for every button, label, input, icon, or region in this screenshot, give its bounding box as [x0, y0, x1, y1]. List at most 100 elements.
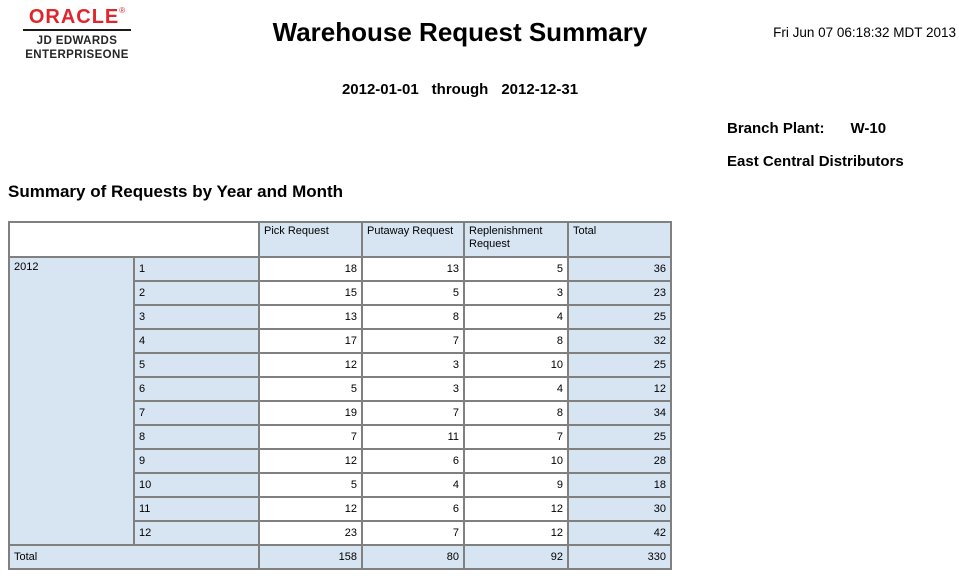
value-cell: 23 [258, 520, 363, 546]
table-row: 6 5 3 4 12 [9, 376, 672, 402]
value-cell: 7 [463, 424, 569, 450]
total-value-cell: 92 [463, 544, 569, 570]
col-header-replenishment-request: Replenishment Request [463, 221, 569, 258]
table-row: 2 15 5 3 23 [9, 280, 672, 306]
value-cell: 5 [258, 376, 363, 402]
col-header-pick-request: Pick Request [258, 221, 363, 258]
row-total-cell: 25 [567, 304, 672, 330]
value-cell: 10 [463, 352, 569, 378]
value-cell: 8 [361, 304, 465, 330]
value-cell: 4 [463, 376, 569, 402]
oracle-brand-text: ORACLE [28, 6, 120, 28]
date-range-to: 2012-12-31 [501, 81, 579, 98]
row-total-cell: 30 [567, 496, 672, 522]
value-cell: 12 [463, 520, 569, 546]
value-cell: 7 [361, 520, 465, 546]
table-row: 11 12 6 12 30 [9, 496, 672, 522]
row-total-cell: 12 [567, 376, 672, 402]
logo-divider [23, 29, 131, 31]
total-label-cell: Total [8, 544, 260, 570]
month-cell: 6 [133, 376, 260, 402]
row-total-cell: 18 [567, 472, 672, 498]
col-header-putaway-request: Putaway Request [361, 221, 465, 258]
table-row: 8 7 11 7 25 [9, 424, 672, 450]
month-cell: 8 [133, 424, 260, 450]
month-cell: 10 [133, 472, 260, 498]
value-cell: 18 [258, 256, 363, 282]
month-cell: 2 [133, 280, 260, 306]
table-row: 5 12 3 10 25 [9, 352, 672, 378]
month-cell: 5 [133, 352, 260, 378]
value-cell: 6 [361, 448, 465, 474]
total-value-cell: 330 [567, 544, 672, 570]
oracle-jde-logo: ORACLE® JD EDWARDS ENTERPRISEONE [21, 6, 133, 62]
value-cell: 4 [463, 304, 569, 330]
month-cell: 12 [133, 520, 260, 546]
value-cell: 10 [463, 448, 569, 474]
row-total-cell: 25 [567, 424, 672, 450]
row-total-cell: 36 [567, 256, 672, 282]
value-cell: 6 [361, 496, 465, 522]
month-cell: 4 [133, 328, 260, 354]
value-cell: 8 [463, 328, 569, 354]
month-cell: 3 [133, 304, 260, 330]
table-total-row: Total 158 80 92 330 [8, 544, 672, 570]
table-header-row: Pick Request Putaway Request Replenishme… [8, 221, 672, 258]
value-cell: 7 [361, 400, 465, 426]
value-cell: 3 [361, 376, 465, 402]
value-cell: 12 [258, 352, 363, 378]
value-cell: 4 [361, 472, 465, 498]
date-range-from: 2012-01-01 [341, 81, 419, 98]
value-cell: 3 [463, 280, 569, 306]
summary-table-body: 2012 1 18 13 5 36 2 15 5 3 23 3 13 8 4 25 4 17 7 8 32 5 12 3 10 2… [8, 256, 672, 570]
value-cell: 5 [463, 256, 569, 282]
month-cell: 7 [133, 400, 260, 426]
table-row: 4 17 7 8 32 [9, 328, 672, 354]
report-title-wrap: Warehouse Request Summary [0, 17, 920, 48]
branch-plant-name: East Central Distributors [727, 153, 904, 170]
row-total-cell: 28 [567, 448, 672, 474]
row-total-cell: 23 [567, 280, 672, 306]
branch-plant-code: W-10 [850, 120, 887, 137]
report-timestamp: Fri Jun 07 06:18:32 MDT 2013 [773, 25, 956, 40]
value-cell: 3 [361, 352, 465, 378]
table-row: 7 19 7 8 34 [9, 400, 672, 426]
table-row: 12 23 7 12 42 [9, 520, 672, 546]
year-cell: 2012 [8, 256, 135, 546]
registered-trademark-icon: ® [119, 6, 126, 15]
date-range: 2012-01-01 through 2012-12-31 [0, 81, 920, 98]
corner-cell [8, 221, 260, 258]
value-cell: 19 [258, 400, 363, 426]
row-total-cell: 34 [567, 400, 672, 426]
report-title: Warehouse Request Summary [272, 17, 648, 47]
value-cell: 12 [258, 448, 363, 474]
row-total-cell: 42 [567, 520, 672, 546]
logo-sub-enterpriseone: ENTERPRISEONE [25, 49, 129, 61]
summary-table: Pick Request Putaway Request Replenishme… [8, 221, 672, 570]
total-value-cell: 158 [258, 544, 363, 570]
value-cell: 8 [463, 400, 569, 426]
table-row: 2012 1 18 13 5 36 [8, 256, 672, 546]
value-cell: 12 [258, 496, 363, 522]
section-heading: Summary of Requests by Year and Month [8, 182, 344, 201]
month-cell: 11 [133, 496, 260, 522]
logo-sub-jd-edwards: JD EDWARDS [36, 35, 118, 47]
value-cell: 5 [361, 280, 465, 306]
row-total-cell: 25 [567, 352, 672, 378]
value-cell: 7 [361, 328, 465, 354]
value-cell: 11 [361, 424, 465, 450]
value-cell: 13 [361, 256, 465, 282]
value-cell: 13 [258, 304, 363, 330]
value-cell: 5 [258, 472, 363, 498]
month-cell: 1 [133, 256, 260, 282]
month-cell: 9 [133, 448, 260, 474]
branch-plant-label: Branch Plant: [727, 120, 825, 137]
table-row: 10 5 4 9 18 [9, 472, 672, 498]
table-row: 3 13 8 4 25 [9, 304, 672, 330]
value-cell: 9 [463, 472, 569, 498]
value-cell: 15 [258, 280, 363, 306]
value-cell: 7 [258, 424, 363, 450]
value-cell: 12 [463, 496, 569, 522]
row-total-cell: 32 [567, 328, 672, 354]
table-row: 9 12 6 10 28 [9, 448, 672, 474]
